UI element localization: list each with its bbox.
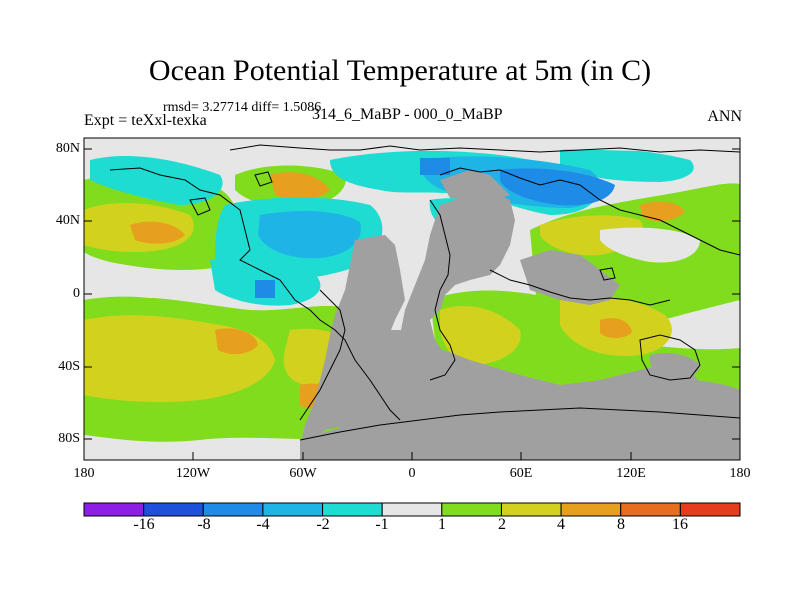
coastline-arctic xyxy=(229,144,740,153)
y-label-40s: 40S xyxy=(58,359,80,374)
x-label-180w: 180 xyxy=(73,466,95,481)
land-south-wedge xyxy=(320,330,710,430)
colorbar-swatch xyxy=(322,502,383,517)
coastline-eurasia xyxy=(439,167,740,256)
colorbar-swatch xyxy=(381,502,443,517)
dark-blue-patch-1 xyxy=(500,168,615,206)
colorbar-swatch xyxy=(262,502,324,517)
dark-blue-patch-3 xyxy=(420,158,450,175)
blue-patch-atlantic xyxy=(258,210,361,259)
colorbar-label: -8 xyxy=(197,516,211,533)
coastline-africa xyxy=(429,199,456,381)
coastline-asia-south xyxy=(489,269,671,306)
land-australia xyxy=(649,353,700,379)
land-east-asia xyxy=(520,250,620,305)
x-label-120w: 120W xyxy=(175,466,211,481)
y-label-80s: 80S xyxy=(58,431,80,446)
orange-patch-4 xyxy=(600,318,632,339)
colorbar xyxy=(83,502,741,517)
map-title: Ocean Potential Temperature at 5m (in C) xyxy=(148,54,652,87)
colorbar-swatch xyxy=(143,502,204,517)
orange-patch-5 xyxy=(215,328,258,355)
colorbar-label: 1 xyxy=(438,516,446,533)
colorbar-swatch xyxy=(560,502,622,517)
colorbar-swatch xyxy=(500,502,562,517)
colorbar-swatch xyxy=(202,502,264,517)
experiment-label: Expt = teXxl-texka xyxy=(84,112,207,129)
dark-blue-patch-2 xyxy=(255,280,275,298)
coastline-islands xyxy=(189,171,616,281)
colorbar-label: -4 xyxy=(256,516,270,533)
coastline-south-america xyxy=(299,289,346,421)
x-label-180e: 180 xyxy=(729,466,751,481)
colorbar-label: 2 xyxy=(498,516,506,533)
x-label-0: 0 xyxy=(408,466,416,481)
orange-patch-2 xyxy=(130,221,185,244)
comparison-label: 314_6_MaBP - 000_0_MaBP xyxy=(312,106,503,123)
y-label-40n: 40N xyxy=(55,213,80,228)
x-label-60w: 60W xyxy=(289,466,317,481)
coastline-australia xyxy=(639,334,701,381)
neutral-zone-3 xyxy=(84,268,191,298)
y-ticks xyxy=(84,148,740,440)
yellow-patch-indian xyxy=(440,306,521,365)
neutral-zone-2 xyxy=(600,227,700,263)
colorbar-label: 8 xyxy=(617,516,625,533)
colorbar-swatch xyxy=(83,502,145,517)
colorbar-swatch xyxy=(679,502,741,517)
stats-text: rmsd= 3.27714 diff= 1.5086 xyxy=(163,100,322,115)
x-label-120e: 120E xyxy=(616,466,646,481)
x-ticks xyxy=(83,452,741,460)
y-label-80n: 80N xyxy=(55,141,80,156)
orange-patch-1 xyxy=(270,172,330,200)
coastline-antarctica xyxy=(299,407,740,441)
season-label: ANN xyxy=(707,108,742,125)
colorbar-label: 4 xyxy=(557,516,565,533)
land-asia-north xyxy=(440,170,510,200)
y-label-0: 0 xyxy=(73,286,80,301)
colorbar-label: -2 xyxy=(316,516,330,533)
land-africa-eurasia xyxy=(400,190,515,380)
neutral-zone-1 xyxy=(84,138,740,156)
cool-patch-northwest xyxy=(90,155,223,205)
x-label-60e: 60E xyxy=(509,466,533,481)
colorbar-swatch xyxy=(620,502,681,517)
colorbar-label: -1 xyxy=(375,516,389,533)
coastline-north-america xyxy=(109,167,401,421)
colorbar-label: -16 xyxy=(133,516,155,533)
colorbar-label: 16 xyxy=(672,516,688,533)
colorbar-swatch xyxy=(441,502,502,517)
orange-patch-6 xyxy=(640,201,685,222)
